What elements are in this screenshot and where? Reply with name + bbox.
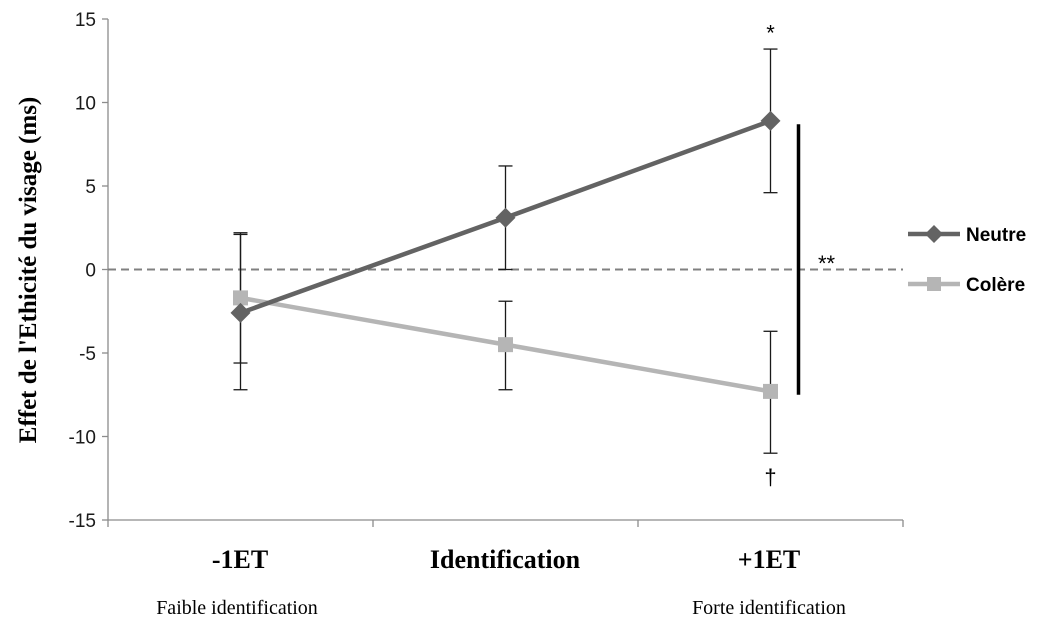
y-tick-label: 0 xyxy=(85,261,96,282)
y-ticks: -15 -10 -5 0 5 10 15 xyxy=(69,10,108,532)
legend: Neutre Colère xyxy=(908,225,1026,296)
data-point-diamond xyxy=(230,302,251,323)
category-label: Identification xyxy=(430,545,581,574)
data-point-diamond xyxy=(495,207,516,228)
y-tick-label: 15 xyxy=(75,10,96,31)
x-ticks xyxy=(107,520,904,527)
category-sublabel: Faible identification xyxy=(156,597,318,619)
data-point-square xyxy=(763,383,778,399)
legend-label: Colère xyxy=(966,275,1025,296)
annotation-label: † xyxy=(764,465,776,490)
category-label: -1ET xyxy=(212,545,268,574)
category-label: +1ET xyxy=(738,545,801,574)
y-tick-label: 10 xyxy=(75,94,96,115)
data-point-square xyxy=(233,290,248,306)
annotations: * † ** xyxy=(764,20,835,489)
y-tick-label: 5 xyxy=(85,177,96,198)
annotation-label: ** xyxy=(818,251,836,276)
y-tick-label: -10 xyxy=(69,428,96,449)
legend-marker-square xyxy=(927,277,941,291)
category-sublabels: Faible identification Forte identificati… xyxy=(156,597,846,619)
y-tick-label: -5 xyxy=(79,344,96,365)
legend-marker-diamond xyxy=(925,225,943,243)
category-sublabel: Forte identification xyxy=(692,597,846,619)
y-axis-label: Effet de l'Ethicité du visage (ms) xyxy=(15,97,42,443)
y-tick-label: -15 xyxy=(69,511,96,532)
data-point-square xyxy=(498,337,513,353)
annotation-label: * xyxy=(766,20,775,45)
legend-label: Neutre xyxy=(966,225,1026,246)
error-bars xyxy=(233,48,778,454)
data-point-diamond xyxy=(760,110,781,131)
series-markers xyxy=(230,110,781,399)
category-labels: -1ET Identification +1ET xyxy=(212,545,800,574)
